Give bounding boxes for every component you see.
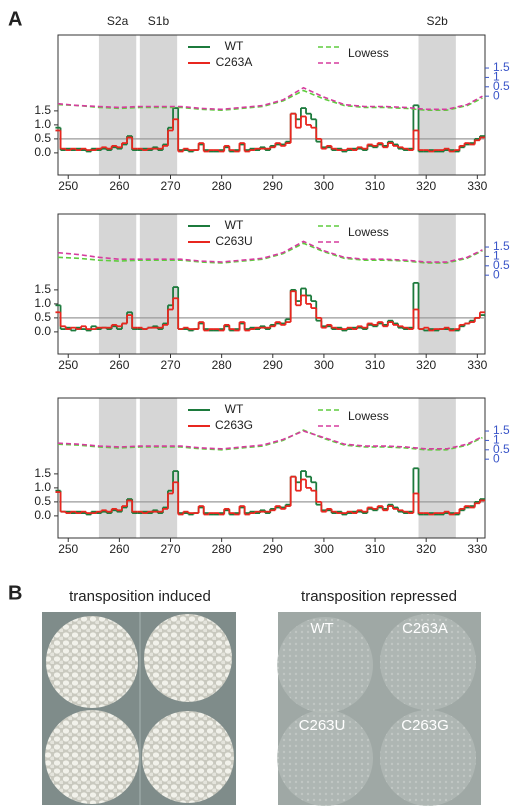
y-tick-label: 0.5 (34, 494, 51, 508)
y2-tick-label: 1.5 (493, 423, 510, 437)
y2-tick-label: 1 (493, 433, 500, 447)
x-tick-label: 320 (416, 179, 436, 193)
x-tick-label: 250 (58, 358, 78, 372)
x-tick-label: 300 (314, 179, 334, 193)
region-label: S2a (107, 14, 129, 28)
legend-label: C263A (216, 55, 253, 69)
shaded-region (418, 35, 456, 175)
shaded-region (139, 214, 178, 354)
photo-title: transposition induced (69, 588, 211, 605)
region-label: S1b (148, 14, 170, 28)
shaded-region (98, 398, 137, 538)
x-tick-label: 310 (365, 358, 385, 372)
x-tick-label: 250 (58, 542, 78, 556)
y-tick-label: 1.5 (34, 103, 51, 117)
y-tick-label: 1.5 (34, 282, 51, 296)
lowess-line (57, 242, 483, 264)
x-tick-label: 260 (109, 179, 129, 193)
legend-label: Lowess (348, 409, 389, 423)
legend-label: Lowess (348, 225, 389, 239)
x-tick-label: 310 (365, 179, 385, 193)
y2-tick-label: 0 (493, 267, 500, 281)
shaded-region (98, 35, 137, 175)
y-tick-label: 0.0 (34, 324, 51, 338)
photo-repressed (277, 612, 481, 806)
x-tick-label: 270 (160, 179, 180, 193)
y-tick-label: 1.5 (34, 466, 51, 480)
x-tick-label: 260 (109, 358, 129, 372)
shaded-region (418, 398, 456, 538)
x-tick-label: 280 (212, 358, 232, 372)
y-tick-label: 1.0 (34, 296, 51, 310)
x-tick-label: 270 (160, 358, 180, 372)
x-tick-label: 330 (467, 542, 487, 556)
x-tick-label: 280 (212, 542, 232, 556)
legend-label: C263G (215, 418, 253, 432)
legend-label: C263U (215, 234, 252, 248)
legend-label: WT (225, 402, 244, 416)
x-tick-label: 290 (263, 358, 283, 372)
lowess-line (57, 430, 483, 450)
shaded-region (98, 214, 137, 354)
lowess-line (57, 429, 483, 451)
photo-label: C263G (401, 717, 449, 734)
x-tick-label: 270 (160, 542, 180, 556)
x-tick-label: 250 (58, 179, 78, 193)
panel-label: A (8, 8, 22, 30)
y2-tick-label: 0.5 (493, 258, 510, 272)
x-tick-label: 310 (365, 542, 385, 556)
shaded-region (139, 398, 178, 538)
legend-label: WT (225, 39, 244, 53)
y2-tick-label: 0.5 (493, 442, 510, 456)
x-tick-label: 330 (467, 358, 487, 372)
legend-label: WT (225, 218, 244, 232)
y-tick-label: 1.0 (34, 480, 51, 494)
y2-tick-label: 0 (493, 88, 500, 102)
panel-label: B (8, 582, 22, 604)
y2-tick-label: 1 (493, 70, 500, 84)
shaded-region (418, 214, 456, 354)
region-label: S2b (427, 14, 449, 28)
x-tick-label: 320 (416, 358, 436, 372)
x-tick-label: 290 (263, 542, 283, 556)
legend-label: Lowess (348, 46, 389, 60)
y-tick-label: 0.0 (34, 508, 51, 522)
x-tick-label: 280 (212, 179, 232, 193)
x-tick-label: 300 (314, 542, 334, 556)
photo-label: WT (310, 620, 333, 637)
photo-induced (42, 612, 236, 805)
y2-tick-label: 1.5 (493, 60, 510, 74)
y-tick-label: 1.0 (34, 117, 51, 131)
x-tick-label: 260 (109, 542, 129, 556)
x-tick-label: 320 (416, 542, 436, 556)
x-tick-label: 330 (467, 179, 487, 193)
y-tick-label: 0.5 (34, 310, 51, 324)
photo-label: C263A (402, 620, 448, 637)
shaded-region (139, 35, 178, 175)
photo-title: transposition repressed (301, 588, 457, 605)
x-tick-label: 300 (314, 358, 334, 372)
photo-label: C263U (299, 717, 346, 734)
x-tick-label: 290 (263, 179, 283, 193)
y-tick-label: 0.0 (34, 145, 51, 159)
y2-tick-label: 0.5 (493, 79, 510, 93)
y2-tick-label: 0 (493, 451, 500, 465)
plot-frame (57, 213, 486, 355)
plot-frame (57, 397, 486, 539)
y2-tick-label: 1 (493, 249, 500, 263)
lowess-line (57, 89, 483, 112)
y-tick-label: 0.5 (34, 131, 51, 145)
y2-tick-label: 1.5 (493, 239, 510, 253)
